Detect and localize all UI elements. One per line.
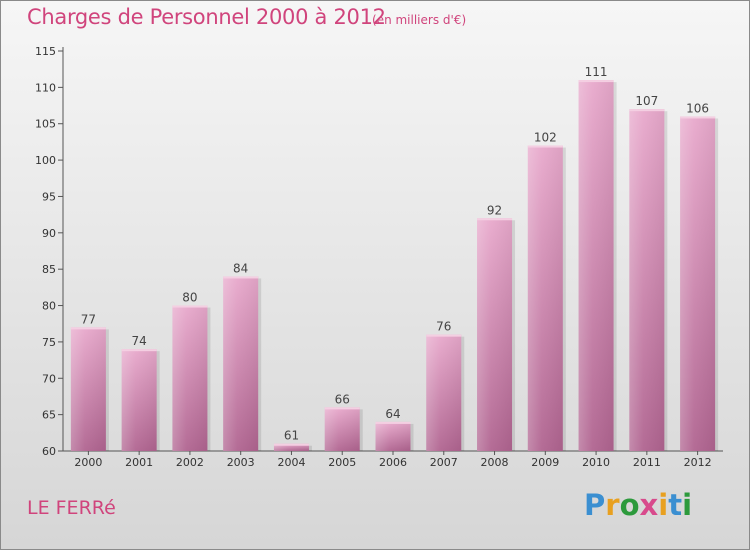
bar-top-edge — [527, 145, 563, 148]
commune-name: LE FERRé — [27, 497, 116, 519]
data-label: 66 — [335, 392, 350, 406]
data-label: 77 — [81, 312, 96, 326]
y-tick-label: 105 — [35, 118, 56, 131]
logo-letter: i — [658, 488, 669, 522]
bar-top-edge — [70, 327, 106, 330]
y-tick-label: 70 — [42, 372, 56, 385]
bar-top-edge — [121, 349, 157, 352]
x-tick-label: 2004 — [277, 456, 305, 469]
x-tick-label: 2006 — [379, 456, 407, 469]
x-tick-label: 2003 — [227, 456, 255, 469]
chart-subtitle: (en milliers d'€) — [372, 13, 467, 27]
y-tick-label: 85 — [42, 263, 56, 276]
bar-sheen — [578, 80, 614, 451]
y-tick-label: 90 — [42, 227, 56, 240]
x-tick-label: 2008 — [481, 456, 509, 469]
x-tick-label: 2002 — [176, 456, 204, 469]
logo-letter: i — [682, 488, 693, 522]
bar-top-edge — [324, 407, 360, 410]
y-tick-label: 75 — [42, 336, 56, 349]
bar-sheen — [172, 305, 208, 451]
bar-sheen — [70, 327, 106, 451]
bars-group — [70, 80, 719, 452]
x-tick-label: 2012 — [684, 456, 712, 469]
logo-letter: P — [584, 488, 606, 522]
bar-top-edge — [477, 218, 513, 221]
data-label: 111 — [585, 65, 608, 79]
data-label: 92 — [487, 203, 502, 217]
bar-sheen — [121, 349, 157, 451]
labels-group: 60 65 70 75 80 85 90 95 100 105 110 115 2000 77 2001 74… — [35, 45, 712, 469]
bar-sheen — [223, 276, 259, 451]
bar-sheen — [527, 145, 563, 451]
logo-letter: x — [639, 488, 659, 522]
bar-sheen — [375, 421, 411, 451]
x-tick-label: 2011 — [633, 456, 661, 469]
x-tick-label: 2005 — [328, 456, 356, 469]
bar-sheen — [477, 218, 513, 451]
bar-sheen — [629, 109, 665, 451]
bar-top-edge — [426, 334, 462, 337]
bar-top-edge — [172, 305, 208, 308]
bar-top-edge — [680, 116, 716, 119]
y-tick-label: 60 — [42, 445, 56, 458]
y-tick-label: 65 — [42, 409, 56, 422]
bar-top-edge — [578, 80, 614, 83]
x-tick-label: 2000 — [74, 456, 102, 469]
data-label: 64 — [385, 407, 400, 421]
logo-letter: o — [619, 488, 640, 522]
y-tick-label: 100 — [35, 154, 56, 167]
y-tick-label: 80 — [42, 300, 56, 313]
y-tick-label: 115 — [35, 45, 56, 58]
data-label: 84 — [233, 261, 248, 275]
data-label: 76 — [436, 320, 451, 334]
data-label: 106 — [686, 101, 709, 115]
logo-letter: t — [668, 488, 683, 522]
x-tick-label: 2001 — [125, 456, 153, 469]
chart-title: Charges de Personnel 2000 à 2012 — [27, 5, 386, 29]
x-tick-label: 2009 — [531, 456, 559, 469]
bar-top-edge — [629, 109, 665, 112]
x-tick-label: 2010 — [582, 456, 610, 469]
bar-sheen — [680, 116, 716, 452]
data-label: 74 — [132, 334, 147, 348]
y-tick-label: 110 — [35, 81, 56, 94]
bar-sheen — [324, 407, 360, 451]
bar-top-edge — [273, 443, 309, 446]
bar-sheen — [426, 334, 462, 451]
proxiti-logo: Proxiti — [584, 487, 692, 523]
data-label: 61 — [284, 429, 299, 443]
logo-letter: r — [605, 488, 620, 522]
bar-top-edge — [375, 421, 411, 424]
data-label: 102 — [534, 131, 557, 145]
bar-sheen — [273, 443, 309, 451]
x-tick-label: 2007 — [430, 456, 458, 469]
data-label: 80 — [182, 291, 197, 305]
y-tick-label: 95 — [42, 190, 56, 203]
bar-top-edge — [223, 276, 259, 279]
data-label: 107 — [635, 94, 658, 108]
